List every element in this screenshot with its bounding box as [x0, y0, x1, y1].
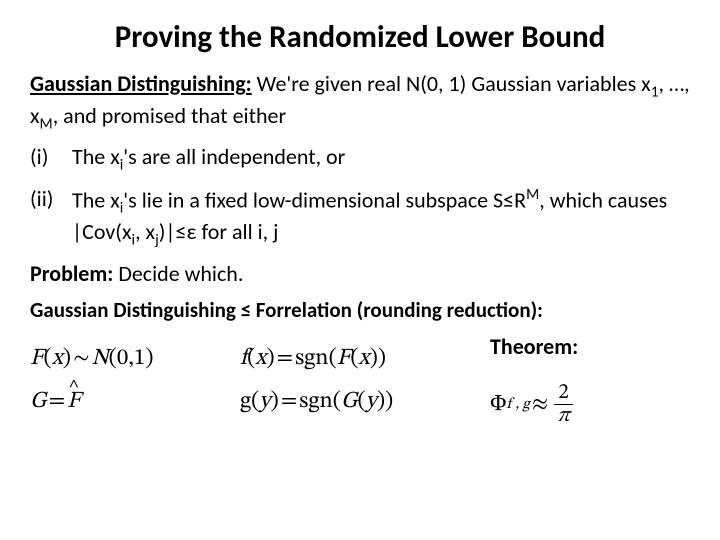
sym-Phi: Φ — [490, 390, 507, 419]
frac-num: 2 — [554, 382, 572, 405]
sym-N: N — [92, 344, 109, 373]
item-i-body: The xi's are all independent, or — [72, 143, 690, 175]
op-tilde: ∼ — [71, 344, 92, 373]
item-ii-b: 's lie in a fixed low-dimensional subspa… — [123, 186, 526, 213]
reduction-line: Gaussian Distinguishing ≤ Forrelation (r… — [30, 297, 690, 323]
sgn-2: sgn — [299, 387, 332, 416]
intro-text-a: We're given real N(0, 1) Gaussian variab… — [252, 70, 651, 97]
formula-g: g(y)=sgn(G(y)) — [240, 387, 490, 416]
item-ii-d: , x — [135, 218, 155, 245]
sym-F: F — [30, 344, 44, 373]
formula-f: f(x)=sgn(F(x)) — [240, 344, 490, 373]
sym-Fhat: F — [67, 387, 81, 416]
problem-line: Problem: Decide which. — [30, 260, 690, 288]
sgn-1: sgn — [295, 344, 328, 373]
item-ii-a: The x — [72, 186, 120, 213]
formula-col-2: f(x)=sgn(F(x)) g(y)=sgn(G(y)) — [240, 344, 490, 416]
item-ii-number: (ii) — [30, 185, 72, 250]
formula-col-3: Theorem: Φf , g ≈ 2 π — [490, 333, 578, 427]
formula-F: F(x)∼ N(0,1) — [30, 344, 240, 373]
sub-1: 1 — [651, 82, 659, 101]
item-i: (i) The xi's are all independent, or — [30, 143, 690, 175]
theorem-label: Theorem: — [490, 333, 578, 360]
sym-G: G — [30, 387, 47, 416]
item-ii: (ii) The xi's lie in a fixed low-dimensi… — [30, 185, 690, 250]
sub-m: M — [40, 114, 53, 133]
sym-g: g — [240, 387, 251, 416]
op-approx: ≈ — [530, 390, 551, 419]
intro-paragraph: Gaussian Distinguishing: We're given rea… — [30, 70, 690, 133]
formula-phi: Φf , g ≈ 2 π — [490, 382, 577, 427]
fraction-2-pi: 2 π — [553, 382, 573, 427]
item-ii-e: )|≤ε for all i, j — [159, 218, 279, 245]
sym-f: f — [240, 344, 247, 373]
problem-text: Decide which. — [113, 260, 243, 287]
item-i-a: The x — [72, 143, 120, 170]
item-i-number: (i) — [30, 143, 72, 175]
problem-label: Problem: — [30, 260, 113, 287]
item-ii-body: The xi's lie in a fixed low-dimensional … — [72, 185, 690, 250]
item-ii-sup-m: M — [526, 185, 539, 204]
slide-title: Proving the Randomized Lower Bound — [30, 18, 690, 56]
formula-row: F(x)∼ N(0,1) G=F f(x)=sgn(F(x)) g(y)=sgn… — [30, 333, 690, 427]
frac-den: π — [553, 405, 573, 427]
n01-args: (0,1) — [109, 344, 154, 373]
item-i-b: 's are all independent, or — [123, 143, 345, 170]
formula-col-1: F(x)∼ N(0,1) G=F — [30, 344, 240, 416]
formula-G: G=F — [30, 387, 240, 416]
intro-label: Gaussian Distinguishing: — [30, 70, 252, 97]
intro-text-tail: , and promised that either — [53, 102, 286, 129]
phi-subscript: f , g — [507, 395, 530, 414]
